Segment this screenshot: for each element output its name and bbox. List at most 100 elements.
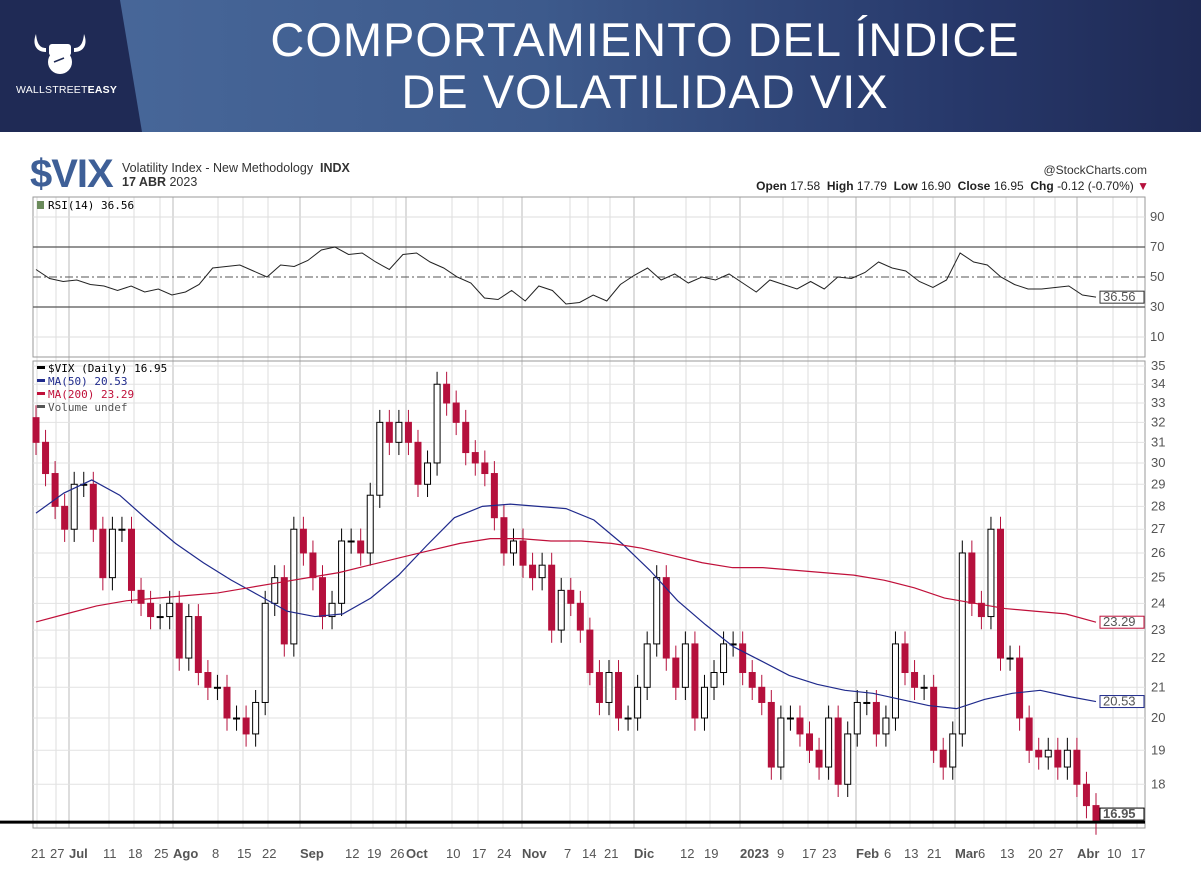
candle-body xyxy=(997,528,1005,659)
candle-body xyxy=(290,528,298,645)
last-close-value: 16.95 xyxy=(1103,806,1136,821)
candle-body xyxy=(949,733,957,768)
candle-body xyxy=(233,717,241,720)
candle-body xyxy=(261,602,269,703)
candle-body xyxy=(89,483,97,530)
candle-body xyxy=(1025,717,1033,751)
candle-body xyxy=(681,643,689,688)
price-y-tick: 32 xyxy=(1151,414,1165,429)
candle-body xyxy=(61,505,69,530)
price-y-tick: 19 xyxy=(1151,742,1165,757)
logo-wordmark: WALLSTREETEASY xyxy=(16,84,118,96)
candle-body xyxy=(357,540,365,554)
candle-body xyxy=(557,589,565,631)
candle-body xyxy=(395,421,403,443)
x-tick-label: 26 xyxy=(390,846,404,861)
x-tick-label: 22 xyxy=(262,846,276,861)
last-ma50-box xyxy=(1099,695,1145,709)
x-tick-label: 19 xyxy=(704,846,718,861)
price-y-tick: 25 xyxy=(1151,570,1165,585)
candle-body xyxy=(529,564,537,579)
candle-body xyxy=(700,686,708,719)
legend-item: MA(200) 23.29 xyxy=(48,388,134,401)
candle-body xyxy=(624,717,632,720)
x-tick-label: Sep xyxy=(300,846,324,861)
candle-body xyxy=(653,577,661,645)
x-tick-label: 19 xyxy=(367,846,381,861)
rsi-legend-icon xyxy=(37,201,44,209)
candle-body xyxy=(643,643,651,688)
rsi-y-tick: 50 xyxy=(1150,269,1164,284)
last-ma200-box xyxy=(1099,615,1145,629)
candle-body xyxy=(376,421,384,496)
candle-body xyxy=(739,643,747,674)
candle-body xyxy=(891,643,899,719)
candle-body xyxy=(137,589,145,604)
x-tick-label: 12 xyxy=(680,846,694,861)
legend-item: Volume undef xyxy=(48,401,127,414)
candle-body xyxy=(443,383,451,404)
candle-body xyxy=(977,602,985,618)
x-tick-label: 23 xyxy=(822,846,836,861)
candle-body xyxy=(481,462,489,475)
price-y-tick: 31 xyxy=(1151,434,1165,449)
rsi-y-tick: 70 xyxy=(1150,239,1164,254)
x-tick-label: Abr xyxy=(1077,846,1099,861)
price-y-tick: 20 xyxy=(1151,710,1165,725)
candle-body xyxy=(1054,749,1062,768)
candle-body xyxy=(825,717,833,768)
price-y-tick: 30 xyxy=(1151,455,1165,470)
x-tick-label: Dic xyxy=(634,846,654,861)
candle-body xyxy=(1092,805,1100,823)
candle-body xyxy=(462,421,470,454)
candle-body xyxy=(213,686,221,689)
candle-body xyxy=(99,528,107,579)
source-credit: @StockCharts.com xyxy=(1043,163,1147,177)
rsi-y-tick: 10 xyxy=(1150,329,1164,344)
candle-body xyxy=(815,749,823,768)
candle-body xyxy=(147,602,155,618)
candle-body xyxy=(576,602,584,631)
price-y-tick: 34 xyxy=(1151,376,1165,391)
candle-body xyxy=(175,602,183,659)
x-tick-label: 13 xyxy=(904,846,918,861)
candle-body xyxy=(1006,657,1014,660)
candle-body xyxy=(720,643,728,674)
last-close-box xyxy=(1099,807,1145,821)
price-y-tick: 18 xyxy=(1151,776,1165,791)
x-tick-label: 10 xyxy=(1107,846,1121,861)
candle-body xyxy=(777,717,785,768)
x-tick-label: Nov xyxy=(522,846,547,861)
x-tick-label: 27 xyxy=(1049,846,1063,861)
candle-body xyxy=(939,749,947,768)
candle-body xyxy=(223,686,231,719)
price-y-tick: 21 xyxy=(1151,679,1165,694)
candle-body xyxy=(1082,783,1090,807)
candle-body xyxy=(471,452,479,464)
candle-body xyxy=(366,494,374,554)
candle-body xyxy=(385,421,393,443)
candle-body xyxy=(328,602,336,618)
legend-item: $VIX (Daily) 16.95 xyxy=(48,362,167,375)
ohlc-summary: Open 17.58 High 17.79 Low 16.90 Close 16… xyxy=(756,179,1149,193)
last-ma50-value: 20.53 xyxy=(1103,694,1136,709)
candle-body xyxy=(185,616,193,659)
candle-body xyxy=(882,717,890,735)
candle-body xyxy=(834,717,842,785)
candle-body xyxy=(490,473,498,519)
candle-body xyxy=(748,672,756,688)
candle-body xyxy=(1044,749,1052,758)
x-tick-label: 9 xyxy=(777,846,784,861)
candle-body xyxy=(853,701,861,735)
x-tick-label: 21 xyxy=(604,846,618,861)
candle-body xyxy=(42,441,50,475)
candle-body xyxy=(252,701,260,735)
candle-body xyxy=(672,657,680,688)
candle-body xyxy=(318,577,326,618)
price-y-tick: 26 xyxy=(1151,545,1165,560)
candle-body xyxy=(662,577,670,659)
candle-body xyxy=(108,528,116,579)
candle-body xyxy=(691,643,699,719)
rsi-legend: RSI(14) 36.56 xyxy=(48,199,134,212)
x-tick-label: 21 xyxy=(31,846,45,861)
